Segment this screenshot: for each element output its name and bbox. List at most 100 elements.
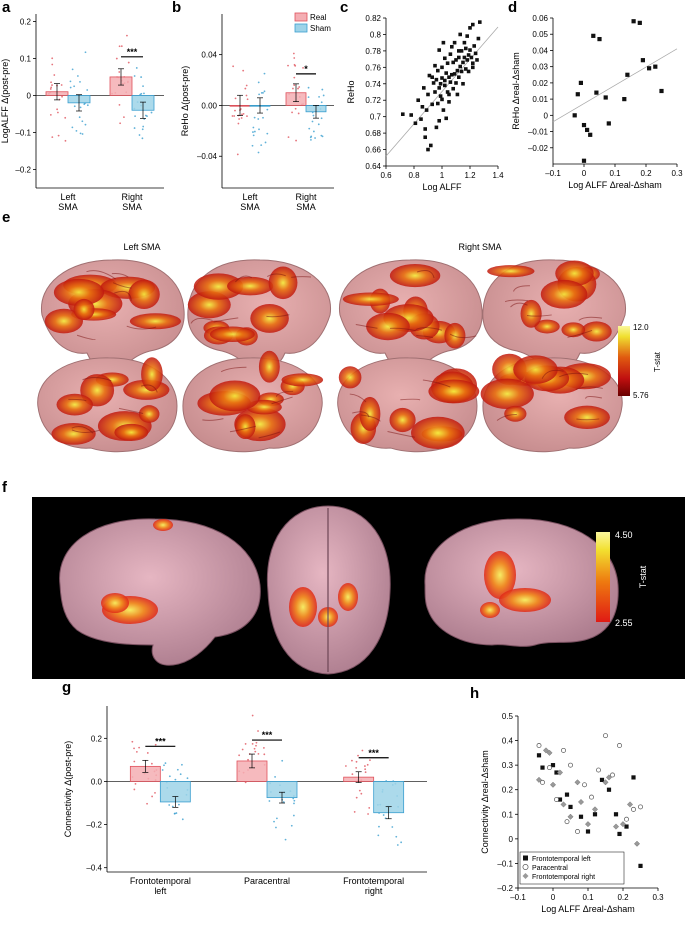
sham-data-point — [320, 101, 323, 104]
activation-blob — [235, 414, 256, 440]
activation-blob — [499, 588, 551, 612]
sham-data-point — [84, 51, 87, 54]
real-data-point — [234, 109, 236, 112]
real-data-point — [292, 52, 295, 55]
data-point-square — [445, 90, 450, 94]
sulcus-line — [400, 398, 421, 401]
sham-data-point — [175, 812, 178, 814]
sham-data-point — [81, 120, 84, 123]
right-lateral-flipped-brain — [482, 259, 627, 372]
real-data-point — [355, 766, 358, 769]
data-point-square — [599, 777, 605, 782]
left-medial-brain — [37, 357, 178, 453]
sham-data-point — [275, 826, 277, 829]
real-data-point — [351, 759, 353, 762]
sham-data-point — [320, 117, 323, 120]
sham-data-point — [312, 130, 315, 133]
real-data-point — [120, 45, 123, 48]
activation-blob — [258, 350, 280, 383]
real-data-point — [242, 112, 245, 115]
real-data-point — [366, 763, 369, 766]
activation-blob — [480, 378, 534, 409]
real-data-point — [351, 773, 354, 776]
y-tick-label: 0.82 — [365, 14, 381, 23]
legend-real-label: Real — [310, 13, 327, 22]
y-axis-label: ReHo Δ(post-pre) — [180, 66, 190, 137]
sulcus-line — [585, 396, 602, 399]
data-point-square — [464, 67, 468, 71]
data-point-square — [594, 90, 599, 95]
y-tick-label: –0.4 — [86, 864, 102, 873]
brain-surface — [266, 505, 391, 675]
data-point-square — [437, 48, 441, 52]
real-data-point — [367, 813, 369, 815]
x-tick-label: –0.1 — [545, 169, 561, 178]
data-point-square — [592, 812, 598, 817]
real-data-point — [294, 107, 297, 110]
legend-marker-diamond — [522, 873, 529, 879]
activation-blob — [250, 303, 289, 333]
real-data-point — [64, 116, 67, 119]
real-data-point — [135, 750, 138, 753]
sulcus-line — [559, 372, 589, 378]
x-tick-label: 0 — [582, 169, 587, 178]
panel-e-colorbar-min: 5.76 — [633, 391, 649, 400]
category-label: right — [365, 886, 383, 896]
sulcus-line — [360, 414, 381, 422]
y-tick-label: 0 — [27, 91, 32, 100]
data-point-square — [597, 36, 602, 42]
data-point-square — [591, 33, 596, 38]
data-point-square — [457, 49, 461, 53]
data-point-diamond — [626, 801, 634, 808]
data-point-square — [617, 831, 622, 837]
sham-data-point — [262, 116, 264, 119]
activation-blob — [289, 587, 317, 627]
real-data-point — [51, 63, 54, 66]
sham-data-point — [71, 68, 74, 71]
x-tick-label: 0.3 — [671, 169, 683, 178]
data-point-square — [631, 19, 636, 24]
sham-data-point — [171, 805, 174, 808]
panel-f-colorbar-max: 4.50 — [615, 530, 633, 540]
real-data-point — [241, 748, 244, 751]
legend-marker-circle — [522, 864, 529, 870]
activation-blob — [540, 279, 588, 309]
data-point-square — [462, 40, 467, 45]
real-data-point — [134, 782, 137, 785]
data-point-square — [554, 770, 559, 775]
left-lateral-brain — [40, 259, 185, 372]
activation-blob — [480, 602, 500, 618]
sulcus-line — [416, 270, 435, 279]
x-tick-label: 0.3 — [652, 893, 664, 902]
category-label: SMA — [240, 202, 260, 212]
sulcus-line — [118, 407, 144, 414]
real-data-point — [237, 122, 240, 125]
y-tick-label: 0.06 — [532, 14, 548, 23]
significance-label: *** — [127, 47, 138, 57]
real-data-point — [118, 103, 121, 106]
sulcus-line — [140, 384, 158, 393]
y-tick-label: 0.01 — [532, 95, 548, 104]
x-tick-label: 0.6 — [380, 171, 392, 180]
sham-data-point — [141, 128, 144, 131]
sulcus-line — [291, 276, 312, 278]
sham-data-point — [382, 814, 385, 816]
data-point-square — [423, 127, 427, 131]
data-point-square — [434, 125, 439, 130]
real-data-point — [263, 747, 265, 749]
y-tick-label: 0.0 — [91, 777, 103, 786]
sham-data-point — [81, 133, 84, 135]
real-data-point — [236, 153, 239, 156]
sham-data-point — [308, 127, 311, 130]
y-tick-label: 0.03 — [532, 63, 548, 72]
data-point-square — [436, 68, 440, 73]
data-point-square — [471, 22, 475, 27]
sulcus-line — [267, 273, 286, 277]
activation-blob — [128, 279, 160, 310]
sham-data-point — [395, 835, 398, 838]
category-label: left — [154, 886, 167, 896]
y-tick-label: 0.1 — [502, 810, 514, 819]
panel-label-a: a — [2, 0, 11, 16]
activation-blob — [342, 292, 399, 306]
sham-data-point — [292, 814, 295, 817]
